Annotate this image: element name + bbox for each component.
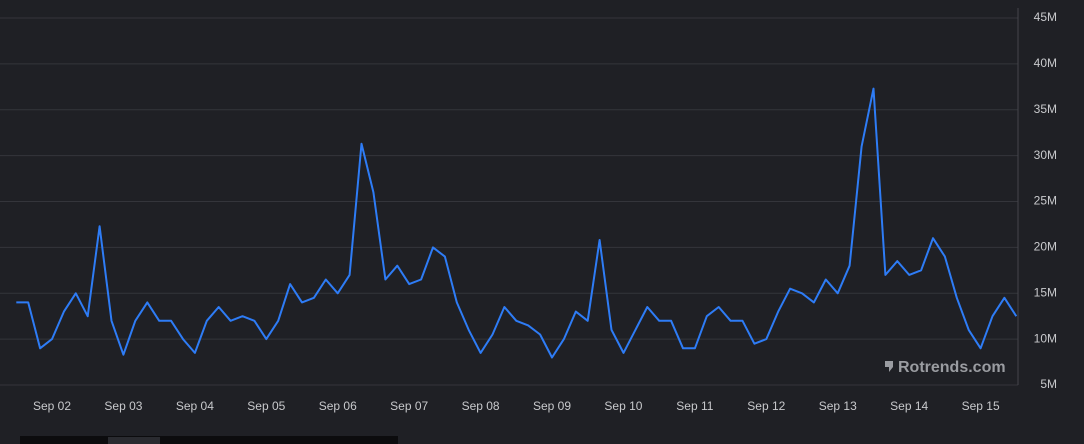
x-tick-label: Sep 08 (462, 399, 500, 413)
x-tick-label: Sep 12 (747, 399, 785, 413)
y-tick-label: 40M (1034, 56, 1057, 70)
x-tick-label: Sep 09 (533, 399, 571, 413)
x-tick-label: Sep 04 (176, 399, 214, 413)
y-tick-label: 15M (1034, 285, 1057, 299)
x-tick-label: Sep 13 (819, 399, 857, 413)
y-tick-label: 30M (1034, 148, 1057, 162)
x-tick-label: Sep 03 (104, 399, 142, 413)
y-tick-label: 20M (1034, 240, 1057, 254)
y-tick-label: 10M (1034, 331, 1057, 345)
x-tick-label: Sep 02 (33, 399, 71, 413)
x-tick-label: Sep 06 (319, 399, 357, 413)
watermark: Rotrends.com (898, 359, 1006, 376)
y-tick-label: 45M (1034, 10, 1057, 24)
y-tick-label: 35M (1034, 102, 1057, 116)
scrollbar-track (20, 436, 398, 444)
y-tick-label: 25M (1034, 194, 1057, 208)
x-tick-label: Sep 11 (676, 399, 713, 413)
x-tick-label: Sep 14 (890, 399, 928, 413)
y-tick-label: 5M (1040, 377, 1057, 391)
watermark-icon (885, 361, 893, 372)
x-tick-label: Sep 07 (390, 399, 428, 413)
x-tick-label: Sep 15 (962, 399, 1000, 413)
scrollbar-thumb (108, 437, 160, 444)
x-tick-label: Sep 05 (247, 399, 285, 413)
line-series (16, 87, 1018, 359)
x-tick-label: Sep 10 (604, 399, 642, 413)
